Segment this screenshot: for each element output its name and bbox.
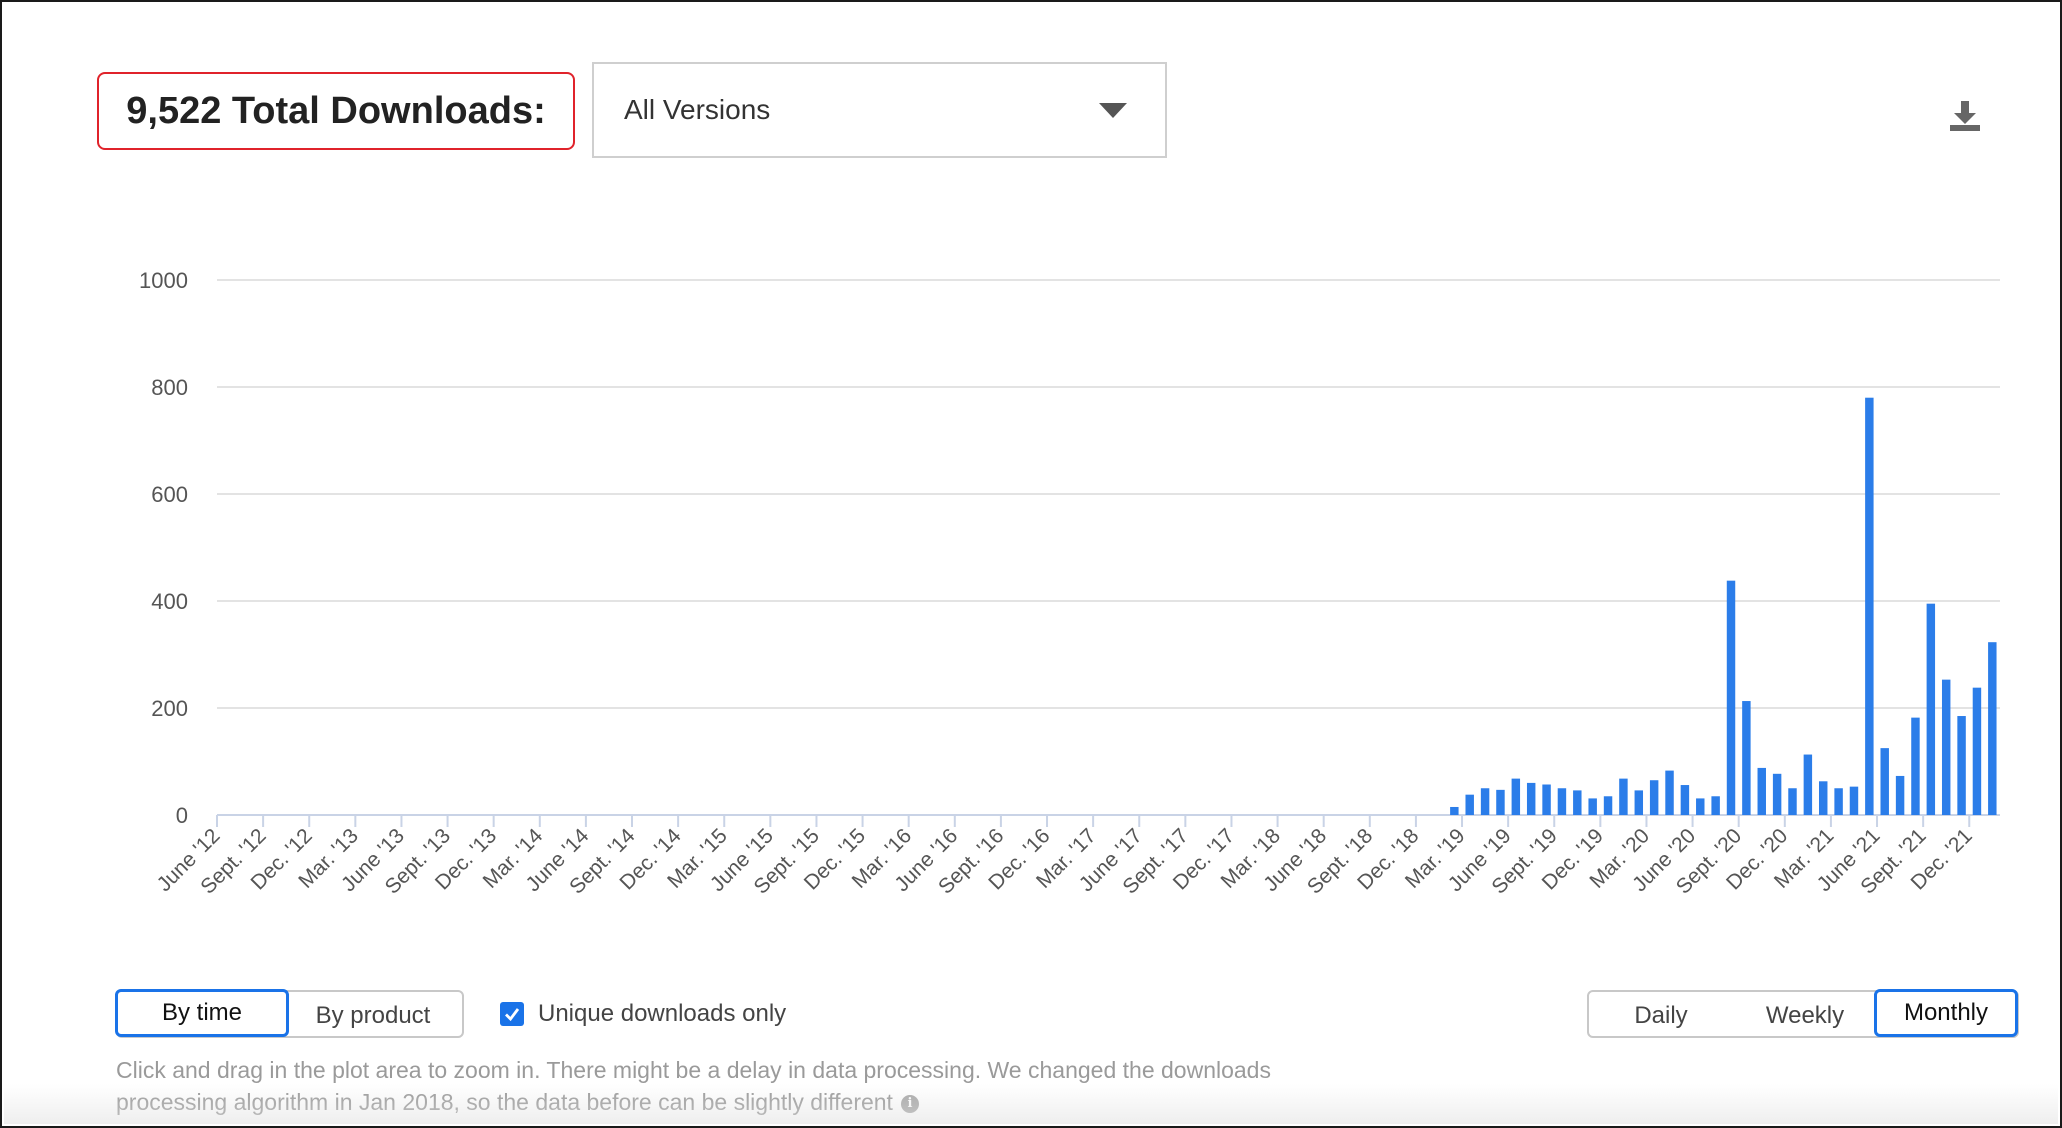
bar[interactable] — [1941, 679, 1951, 815]
bar[interactable] — [1849, 786, 1859, 815]
bar[interactable] — [1526, 782, 1536, 815]
bar[interactable] — [1496, 789, 1505, 815]
y-tick-label: 600 — [151, 482, 188, 507]
download-button[interactable] — [1946, 97, 1984, 135]
bar[interactable] — [1972, 687, 1982, 815]
bar[interactable] — [1665, 770, 1674, 815]
unique-downloads-checkbox[interactable] — [500, 1002, 524, 1026]
y-axis: 0 200 400 600 800 1000 — [139, 268, 188, 828]
bar[interactable] — [1696, 798, 1705, 815]
version-select-value: All Versions — [624, 94, 771, 125]
download-icon — [1950, 101, 1980, 131]
help-note: Click and drag in the plot area to zoom … — [116, 1054, 1316, 1118]
bar[interactable] — [1819, 781, 1828, 815]
bar[interactable] — [1480, 788, 1490, 815]
by-time-button[interactable]: By time — [115, 989, 289, 1037]
bar[interactable] — [1757, 767, 1766, 815]
bar[interactable] — [1926, 603, 1936, 815]
bar[interactable] — [1603, 796, 1613, 815]
bar[interactable] — [1680, 785, 1690, 815]
bar[interactable] — [1895, 775, 1905, 815]
chevron-down-icon — [1099, 102, 1127, 118]
total-downloads-heading: 9,522 Total Downloads: — [97, 72, 575, 150]
bar[interactable] — [1573, 790, 1582, 815]
grid-lines — [217, 279, 2000, 816]
bar[interactable] — [1711, 796, 1720, 815]
version-select[interactable]: All Versions — [592, 62, 1167, 158]
y-tick-label: 800 — [151, 375, 188, 400]
bar[interactable] — [1465, 794, 1474, 815]
by-product-button[interactable]: By product — [315, 1002, 431, 1029]
bar[interactable] — [1542, 784, 1551, 815]
bar[interactable] — [1742, 701, 1751, 815]
y-tick-label: 200 — [151, 696, 188, 721]
bar[interactable] — [1726, 580, 1736, 815]
bar[interactable] — [1511, 778, 1521, 815]
bar[interactable] — [1911, 717, 1920, 815]
period-toggle: Daily Weekly Monthly — [1587, 989, 2019, 1038]
help-note-text: Click and drag in the plot area to zoom … — [116, 1057, 1271, 1115]
bar[interactable] — [1649, 780, 1659, 815]
y-tick-label: 0 — [176, 803, 188, 828]
bar[interactable] — [1988, 642, 1997, 815]
monthly-button[interactable]: Monthly — [1874, 989, 2018, 1037]
bar[interactable] — [1634, 790, 1644, 815]
info-icon[interactable]: i — [900, 1094, 919, 1113]
bar[interactable] — [1557, 788, 1567, 815]
view-toggle: By time By product — [115, 989, 464, 1038]
unique-downloads-toggle[interactable]: Unique downloads only — [500, 998, 786, 1030]
downloads-chart[interactable]: 0 200 400 600 800 1000 June '12 Sept. '12 Dec. … — [2, 2, 2060, 967]
bar[interactable] — [1588, 798, 1597, 815]
check-icon — [505, 1008, 520, 1022]
bar[interactable] — [1834, 788, 1843, 815]
bar[interactable] — [1619, 778, 1628, 815]
bar[interactable] — [1957, 716, 1966, 815]
daily-button[interactable]: Daily — [1634, 1002, 1688, 1029]
bar[interactable] — [1865, 397, 1874, 815]
bar[interactable] — [1788, 788, 1797, 815]
unique-downloads-label: Unique downloads only — [538, 1000, 787, 1027]
bar[interactable] — [1803, 754, 1813, 815]
weekly-button[interactable]: Weekly — [1765, 1002, 1845, 1029]
y-tick-label: 400 — [151, 589, 188, 614]
total-downloads-label: 9,522 Total Downloads: — [126, 89, 546, 132]
bar[interactable] — [1772, 773, 1782, 815]
bars — [1450, 397, 1997, 815]
bar[interactable] — [1450, 806, 1459, 815]
y-tick-label: 1000 — [139, 268, 188, 293]
bar[interactable] — [1880, 748, 1889, 815]
